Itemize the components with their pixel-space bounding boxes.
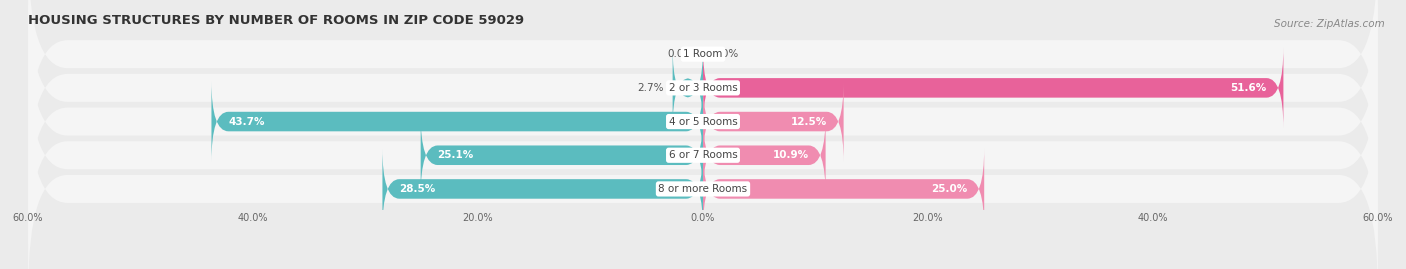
FancyBboxPatch shape <box>703 47 1284 129</box>
FancyBboxPatch shape <box>28 0 1378 192</box>
FancyBboxPatch shape <box>703 81 844 162</box>
FancyBboxPatch shape <box>28 18 1378 225</box>
Text: 4 or 5 Rooms: 4 or 5 Rooms <box>669 116 737 126</box>
FancyBboxPatch shape <box>28 85 1378 269</box>
FancyBboxPatch shape <box>28 0 1378 158</box>
Text: 28.5%: 28.5% <box>399 184 436 194</box>
Text: 2.7%: 2.7% <box>637 83 664 93</box>
FancyBboxPatch shape <box>672 47 703 129</box>
Text: 1 Room: 1 Room <box>683 49 723 59</box>
Text: 2 or 3 Rooms: 2 or 3 Rooms <box>669 83 737 93</box>
Text: 10.9%: 10.9% <box>773 150 808 160</box>
Text: 6 or 7 Rooms: 6 or 7 Rooms <box>669 150 737 160</box>
FancyBboxPatch shape <box>420 115 703 196</box>
FancyBboxPatch shape <box>211 81 703 162</box>
Text: HOUSING STRUCTURES BY NUMBER OF ROOMS IN ZIP CODE 59029: HOUSING STRUCTURES BY NUMBER OF ROOMS IN… <box>28 14 524 27</box>
Text: 12.5%: 12.5% <box>790 116 827 126</box>
FancyBboxPatch shape <box>703 148 984 230</box>
Text: 0.0%: 0.0% <box>668 49 695 59</box>
Text: 0.0%: 0.0% <box>711 49 738 59</box>
Text: 25.0%: 25.0% <box>931 184 967 194</box>
FancyBboxPatch shape <box>28 51 1378 259</box>
Text: 8 or more Rooms: 8 or more Rooms <box>658 184 748 194</box>
Text: 43.7%: 43.7% <box>228 116 264 126</box>
Text: Source: ZipAtlas.com: Source: ZipAtlas.com <box>1274 19 1385 29</box>
FancyBboxPatch shape <box>382 148 703 230</box>
Text: 51.6%: 51.6% <box>1230 83 1267 93</box>
FancyBboxPatch shape <box>703 115 825 196</box>
Text: 25.1%: 25.1% <box>437 150 474 160</box>
